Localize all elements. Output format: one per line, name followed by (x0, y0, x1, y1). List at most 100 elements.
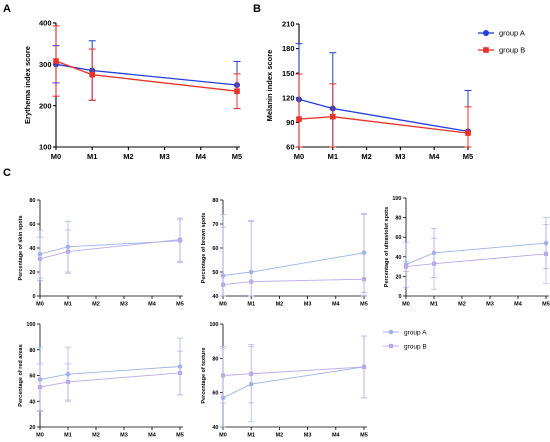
chart-a-y-tick-label-3: 400 (39, 19, 52, 28)
chart-d-y-tick-label-3: 70 (212, 222, 218, 228)
chart-g-legend-label-0: group A (404, 329, 427, 336)
chart-d-x-tick-label-4: M4 (332, 302, 341, 308)
chart-a-series-1-point-1 (89, 71, 95, 78)
chart-c-y-tick-label-4: 80 (29, 198, 35, 204)
chart-d-series-1-point-0 (220, 282, 226, 287)
chart-f-series-1-point-2 (177, 370, 183, 376)
chart-c-y-tick-label-2: 40 (29, 246, 35, 252)
chart-a-y-axis-label: Erythema index score (23, 46, 32, 124)
chart-c-x-tick-label-4: M4 (148, 302, 157, 308)
chart-c-series-1-line (39, 239, 181, 260)
chart-f-y-axis-label: Percentage of red areas (18, 344, 24, 406)
chart-e-x-tick-label-2: M2 (458, 302, 466, 308)
chart-d-y-tick-label-2: 60 (212, 246, 218, 252)
chart-c-y-tick-label-0: 0 (32, 294, 35, 300)
chart-b-y-tick-label-3: 150 (282, 69, 295, 78)
chart-a-x-tick-label-5: M5 (232, 152, 242, 161)
chart-f-x-tick-label-4: M4 (148, 433, 157, 439)
chart-b-x-tick-label-4: M4 (429, 152, 440, 161)
chart-e-x-tick-label-3: M3 (486, 302, 494, 308)
panel-label-b: B (253, 3, 261, 15)
chart-f-x-tick-label-2: M2 (92, 433, 100, 439)
chart-e-x-tick-label-0: M0 (402, 302, 410, 308)
chart-e-y-tick-label-2: 40 (395, 255, 401, 261)
chart-c-x-tick-label-1: M1 (64, 302, 72, 308)
chart-b-legend-marker-0 (483, 30, 489, 36)
chart-e-series-1-point-0 (403, 264, 409, 269)
chart-a-x-tick-label-1: M1 (87, 152, 97, 161)
chart-e-y-axis-label: Percentage of ultraviolet spots (384, 207, 390, 287)
chart-g-x-tick-label-3: M3 (304, 433, 312, 439)
chart-b-series-0-line (298, 98, 469, 133)
chart-g-legend-marker-1 (388, 343, 394, 349)
chart-e-x-tick-label-1: M1 (430, 302, 438, 308)
chart-a-y-tick-label-1: 200 (39, 101, 52, 110)
chart-c-x-tick-label-2: M2 (92, 302, 100, 308)
chart-g-series-1-point-2 (361, 364, 367, 370)
chart-c-y-axis-label: Percentage of skin spots (18, 215, 24, 280)
chart-e-y-tick-label-4: 80 (395, 216, 401, 222)
chart-d-y-tick-label-1: 50 (212, 270, 218, 276)
chart-b-y-tick-label-0: 60 (286, 143, 294, 152)
chart-g-y-tick-label-1: 60 (212, 391, 218, 397)
chart-f-x-tick-label-5: M5 (176, 433, 184, 439)
chart-a-series-1-point-2 (234, 88, 240, 94)
chart-f-x-tick-label-0: M0 (36, 433, 44, 439)
chart-d-x-tick-label-2: M2 (276, 302, 284, 308)
chart-b-y-tick-label-1: 90 (286, 118, 294, 127)
chart-b: 60 90 120 150 180 210 M0 M1 M2 M3 M4 M5 Melanin inde… (265, 20, 525, 161)
chart-f-y-tick-label-4: 100 (26, 322, 35, 328)
chart-g-x-tick-label-4: M4 (332, 433, 341, 439)
chart-b-series-1-point-1 (330, 113, 336, 120)
chart-a-x-tick-label-0: M0 (51, 152, 61, 161)
chart-e-x-tick-label-5: M5 (542, 302, 550, 308)
chart-f-series-1-point-1 (65, 379, 71, 385)
chart-e-y-tick-label-3: 60 (395, 235, 401, 241)
chart-b-x-tick-label-0: M0 (294, 152, 304, 161)
chart-b-y-tick-label-5: 210 (282, 20, 295, 29)
chart-b-series-1-line (298, 116, 469, 134)
chart-c-x-tick-label-0: M0 (36, 302, 44, 308)
chart-g-y-axis-label: Percentage of texture (201, 347, 207, 403)
chart-b-y-tick-label-2: 120 (282, 93, 295, 102)
chart-c-series-1-point-1 (65, 249, 71, 254)
chart-f-y-tick-label-1: 40 (29, 399, 35, 405)
chart-a-series-1-point-0 (53, 58, 59, 64)
chart-b-y-tick-label-4: 180 (282, 44, 295, 53)
chart-f-x-tick-label-3: M3 (120, 433, 128, 439)
chart-b-legend-label-1: group B (499, 46, 525, 55)
chart-g-x-tick-label-1: M1 (247, 433, 255, 439)
chart-g-y-tick-label-2: 80 (212, 356, 218, 362)
chart-e-series-1-point-2 (543, 251, 549, 256)
chart-d-series-1-point-1 (249, 279, 254, 284)
chart-f-y-tick-label-3: 80 (29, 348, 35, 354)
chart-b-legend-label-0: group A (499, 29, 525, 38)
chart-a-x-tick-label-3: M3 (159, 152, 169, 161)
chart-a-series-0-line (55, 63, 238, 86)
chart-e: 0 20 40 60 80 100 M0 M1 M2 M3 M4 M5 Percentage of ul… (384, 196, 550, 308)
chart-e-y-tick-label-5: 100 (392, 196, 401, 202)
chart-e-y-tick-label-0: 0 (398, 294, 401, 300)
chart-f-series-1-point-0 (37, 384, 43, 390)
chart-d-y-axis-label: Percentage of brown spots (201, 213, 207, 284)
chart-f-series-0-line (39, 366, 181, 380)
chart-d-y-tick-label-4: 80 (212, 198, 218, 204)
chart-g-legend-label-1: group B (404, 343, 427, 350)
chart-g-legend-marker-0 (388, 329, 394, 335)
chart-b-y-axis-label: Melanin index score (265, 50, 274, 122)
chart-a-y-tick-label-2: 300 (39, 60, 52, 69)
chart-g-series-1-point-1 (249, 371, 254, 376)
chart-c-y-tick-label-3: 60 (29, 222, 35, 228)
chart-a-x-tick-label-4: M4 (196, 152, 207, 161)
chart-f-y-tick-label-2: 60 (29, 374, 35, 380)
chart-g: 40 60 80 100 M0 M1 M2 M3 M4 M5 Percentage of textu… (201, 322, 427, 439)
chart-d-y-tick-label-0: 40 (212, 294, 218, 300)
chart-d-series-0-line (222, 252, 365, 277)
chart-g-legend: group A group B (383, 329, 427, 350)
chart-d-series-1-line (222, 278, 365, 286)
chart-b-x-tick-label-1: M1 (328, 152, 338, 161)
chart-a: 100 200 300 400 M0 M1 M2 M3 M4 M5 Erythema index s… (23, 19, 242, 161)
chart-d-x-tick-label-1: M1 (247, 302, 255, 308)
